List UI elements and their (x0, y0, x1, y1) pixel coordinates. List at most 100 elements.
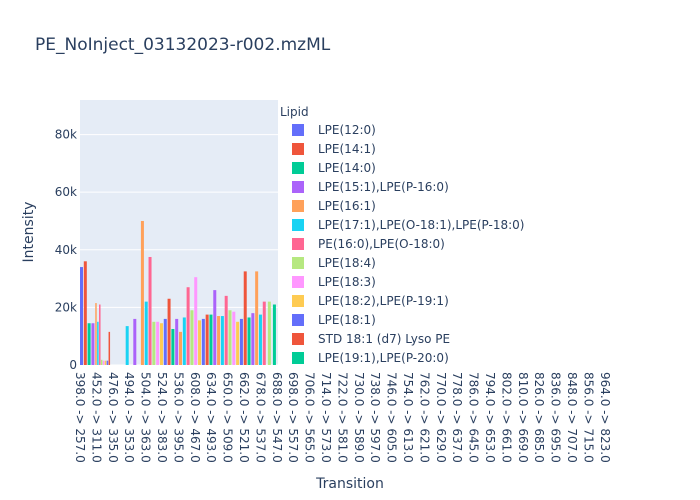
y-axis-title: Intensity (21, 202, 37, 263)
x-tick-label: 714.0 -> 573.0 (319, 372, 333, 463)
bar[interactable] (152, 321, 156, 365)
bar[interactable] (125, 326, 129, 365)
legend-swatch[interactable] (292, 314, 304, 326)
bar[interactable] (209, 314, 213, 365)
bar[interactable] (194, 277, 198, 365)
bar[interactable] (97, 321, 99, 365)
bar[interactable] (201, 318, 205, 365)
bar[interactable] (140, 220, 144, 365)
legend-item-label[interactable]: LPE(15:1),LPE(P-16:0) (318, 180, 449, 194)
legend-item-label[interactable]: LPE(14:0) (318, 161, 376, 175)
bar[interactable] (91, 323, 95, 365)
bar[interactable] (255, 271, 259, 365)
legend-swatch[interactable] (292, 276, 304, 288)
bar[interactable] (108, 331, 111, 365)
x-tick-label: 476.0 -> 335.0 (106, 372, 120, 463)
legend-swatch[interactable] (292, 352, 304, 364)
bar[interactable] (87, 323, 91, 365)
legend-item-label[interactable]: LPE(12:0) (318, 123, 376, 137)
bar[interactable] (186, 287, 190, 365)
legend-title: Lipid (280, 105, 309, 119)
legend-item-label[interactable]: LPE(18:4) (318, 256, 376, 270)
legend-swatch[interactable] (292, 143, 304, 155)
bar[interactable] (99, 304, 101, 365)
legend-swatch[interactable] (292, 124, 304, 136)
bar[interactable] (232, 311, 236, 365)
y-tick-label: 40k (55, 243, 77, 257)
bar[interactable] (144, 301, 148, 365)
bar[interactable] (102, 360, 105, 365)
legend-item-label[interactable]: LPE(17:1),LPE(O-18:1),LPE(P-18:0) (318, 218, 524, 232)
bar[interactable] (236, 321, 240, 365)
bar[interactable] (205, 314, 209, 365)
legend-swatch[interactable] (292, 219, 304, 231)
bar[interactable] (251, 313, 255, 365)
legend-swatch[interactable] (292, 238, 304, 250)
bar[interactable] (272, 304, 276, 365)
x-tick-label: 650.0 -> 509.0 (221, 372, 235, 463)
bar[interactable] (179, 331, 182, 365)
x-tick-label: 964.0 -> 823.0 (598, 372, 612, 463)
legend-item-label[interactable]: LPE(19:1),LPE(P-20:0) (318, 351, 449, 365)
x-tick-label: 802.0 -> 661.0 (499, 372, 513, 463)
legend-item-label[interactable]: LPE(18:3) (318, 275, 376, 289)
bar[interactable] (80, 267, 83, 365)
bar[interactable] (243, 271, 247, 365)
x-tick-label: 722.0 -> 581.0 (335, 372, 349, 463)
x-tick-label: 730.0 -> 589.0 (352, 372, 366, 463)
legend-item-label[interactable]: LPE(14:1) (318, 142, 376, 156)
chart-title: PE_NoInject_03132023-r002.mzML (35, 35, 331, 55)
bar[interactable] (217, 316, 221, 365)
bar[interactable] (171, 328, 175, 365)
bar[interactable] (100, 359, 103, 365)
bar[interactable] (213, 290, 217, 365)
bar[interactable] (148, 256, 152, 365)
x-tick-label: 762.0 -> 621.0 (417, 372, 431, 463)
bar[interactable] (163, 318, 167, 365)
x-tick-label: 706.0 -> 565.0 (303, 372, 317, 463)
x-axis-title: Transition (315, 476, 384, 492)
legend-swatch[interactable] (292, 257, 304, 269)
bar[interactable] (106, 360, 109, 365)
bar[interactable] (95, 303, 97, 365)
y-tick-label: 60k (55, 185, 77, 199)
legend-item-label[interactable]: LPE(18:1) (318, 313, 376, 327)
bar[interactable] (167, 298, 171, 365)
bar[interactable] (262, 301, 266, 365)
legend-item-label[interactable]: STD 18:1 (d7) Lyso PE (318, 332, 450, 346)
bar[interactable] (104, 360, 107, 365)
bar[interactable] (224, 295, 228, 365)
x-tick-label: 524.0 -> 383.0 (155, 372, 169, 463)
bar[interactable] (220, 316, 224, 365)
bar[interactable] (190, 310, 194, 365)
legend-swatch[interactable] (292, 295, 304, 307)
bar[interactable] (198, 320, 202, 365)
y-ticks: 0 20k 40k 60k 80k (55, 128, 77, 372)
bar[interactable] (175, 318, 179, 365)
legend-swatch[interactable] (292, 333, 304, 345)
x-tick-label: 662.0 -> 521.0 (237, 372, 251, 463)
bar[interactable] (133, 318, 137, 365)
bar[interactable] (239, 318, 243, 365)
y-tick-label: 80k (55, 128, 77, 142)
x-tick-label: 856.0 -> 715.0 (581, 372, 595, 463)
legend[interactable]: Lipid LPE(12:0) LPE(14:1) LPE(14:0) LPE(15:… (280, 105, 524, 365)
legend-swatch[interactable] (292, 200, 304, 212)
bar[interactable] (267, 301, 271, 365)
bar[interactable] (247, 317, 251, 365)
bar[interactable] (159, 323, 163, 365)
bar[interactable] (182, 317, 186, 365)
legend-item-label[interactable]: LPE(18:2),LPE(P-19:1) (318, 294, 449, 308)
legend-item-label[interactable]: PE(16:0),LPE(O-18:0) (318, 237, 445, 251)
bar[interactable] (258, 314, 262, 365)
bar[interactable] (83, 261, 87, 365)
x-tick-label: 504.0 -> 363.0 (139, 372, 153, 463)
x-tick-label: 608.0 -> 467.0 (188, 372, 202, 463)
legend-swatch[interactable] (292, 162, 304, 174)
bars (80, 220, 276, 365)
bar[interactable] (156, 321, 160, 365)
legend-swatch[interactable] (292, 181, 304, 193)
bar[interactable] (228, 310, 232, 365)
x-tick-label: 678.0 -> 537.0 (253, 372, 267, 463)
legend-item-label[interactable]: LPE(16:1) (318, 199, 376, 213)
